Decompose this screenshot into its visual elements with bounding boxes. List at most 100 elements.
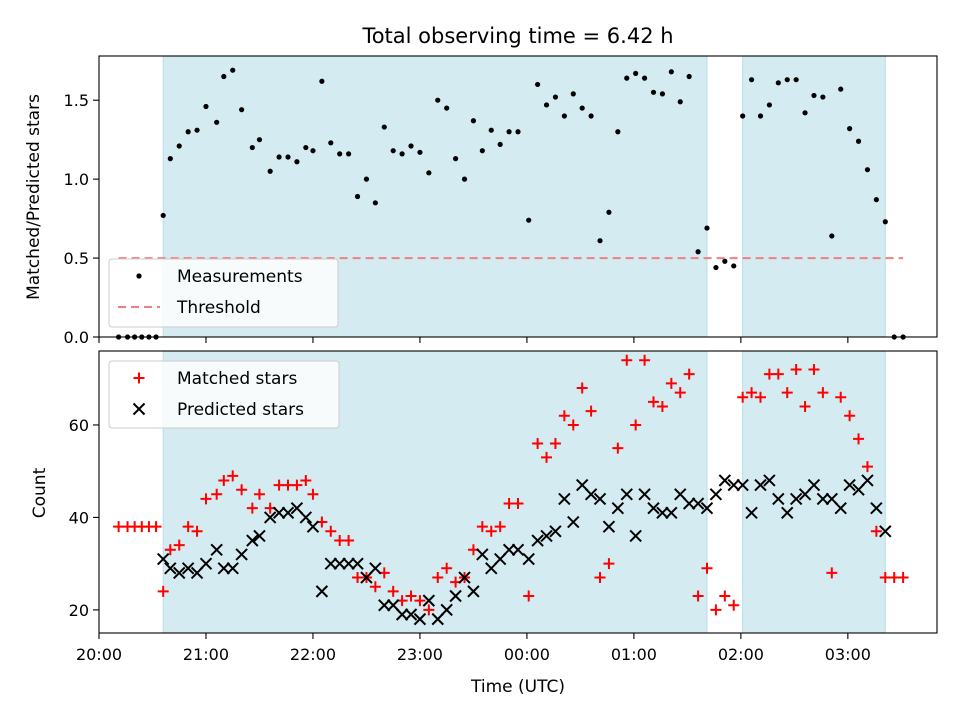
matched-star-point [737, 391, 749, 403]
measurement-point [588, 113, 594, 119]
measurement-point [214, 119, 220, 125]
measurement-point [203, 103, 209, 110]
predicted-star-point [272, 506, 286, 520]
bottom-y-axis-label: Count [30, 467, 50, 518]
predicted-star-point [772, 492, 785, 506]
measurement-point [829, 233, 835, 239]
matched-star-point [441, 562, 453, 574]
matched-star-point [200, 493, 212, 505]
predicted-star-point [156, 552, 170, 566]
matched-star-point [844, 410, 856, 422]
predicted-star-point [700, 501, 714, 515]
matched-star-point [218, 474, 230, 486]
measurement-point [488, 127, 494, 133]
predicted-star-point [718, 474, 732, 487]
measurement-point [194, 127, 200, 133]
measurement-point [381, 124, 387, 130]
measurement-point [615, 129, 621, 135]
legend-label: Measurements [177, 267, 303, 287]
measurement-point [535, 81, 541, 88]
y-tick-label: 0.5 [64, 249, 89, 268]
measurement-point [372, 200, 378, 206]
measurement-point [185, 129, 191, 135]
matched-star-point [656, 400, 668, 412]
measurement-point [668, 69, 674, 75]
measurement-point [847, 126, 853, 132]
predicted-star-point [861, 474, 874, 487]
predicted-star-point [511, 543, 525, 556]
predicted-star-point [540, 529, 553, 543]
predicted-star-point [226, 562, 239, 575]
matched-star-point [211, 488, 223, 500]
measurement-point [239, 107, 245, 113]
predicted-star-point [665, 506, 678, 520]
matched-star-point [291, 479, 303, 491]
measurement-point [506, 129, 512, 135]
legend-dot-icon [136, 273, 142, 279]
matched-star-point [710, 604, 722, 616]
predicted-star-point [834, 501, 847, 515]
measurement-point [167, 156, 173, 162]
matched-star-point [746, 387, 758, 399]
matched-star-point [603, 558, 615, 570]
predicted-star-point [413, 612, 427, 626]
measurement-point [793, 77, 799, 83]
predicted-star-point [315, 585, 329, 598]
matched-star-point [253, 488, 265, 500]
x-tick-label: 20:00 [76, 645, 122, 664]
matched-star-point [387, 585, 399, 597]
predicted-star-point [763, 474, 776, 487]
y-tick-label: 0.0 [64, 328, 89, 347]
legend-box [108, 258, 339, 328]
predicted-star-point [253, 529, 266, 543]
matched-star-point [227, 470, 239, 482]
measurement-point [470, 118, 477, 124]
measurement-point [570, 91, 576, 97]
matched-star-point [621, 354, 633, 366]
matched-star-point [674, 387, 686, 399]
legend: Measurements Threshold [108, 258, 339, 328]
predicted-star-point [246, 534, 259, 547]
predicted-star-point [299, 511, 313, 524]
predicted-star-point [549, 525, 562, 538]
measurement-point [855, 138, 862, 144]
measurement-point [766, 102, 773, 108]
measurement-point [552, 94, 559, 100]
predicted-star-point [620, 488, 633, 501]
measurement-point [838, 86, 844, 92]
measurement-point [543, 102, 550, 108]
measurement-point [256, 137, 263, 143]
observing-interval-shade [742, 55, 886, 338]
predicted-star-point [281, 506, 295, 520]
measurement-point [748, 77, 755, 83]
plot-frame [98, 55, 938, 338]
measurement-point [526, 217, 532, 223]
measurement-point [873, 197, 879, 203]
matched-star-point [648, 396, 660, 408]
matched-star-point [182, 521, 194, 533]
matched-star-point [861, 461, 873, 473]
predicted-star-point [656, 506, 669, 520]
predicted-star-point [378, 599, 391, 612]
predicted-star-point [217, 562, 231, 575]
top-chart-title: Total observing time = 6.42 h [361, 24, 673, 48]
panel-count: 20 40 60 20:00 21:00 22:00 23:00 00:00 01:00 02:0… [69, 350, 938, 664]
matched-star-point [325, 525, 337, 537]
predicted-star-point [502, 543, 516, 556]
measurement-point [579, 105, 585, 111]
x-tick-label: 23:00 [397, 645, 443, 664]
measurement-point [328, 140, 334, 146]
predicted-star-point [458, 571, 471, 584]
measurement-point [686, 73, 692, 80]
measurement-point [337, 151, 343, 157]
measurement-point [390, 148, 396, 154]
matched-star-point [790, 363, 802, 375]
observing-interval-shade [742, 350, 886, 634]
measurement-point [230, 67, 236, 73]
top-y-axis-label: Matched/Predicted stars [24, 94, 44, 300]
predicted-star-point [584, 488, 598, 501]
measurement-point [624, 75, 630, 81]
measurement-point [677, 99, 683, 105]
matched-star-point [719, 590, 731, 602]
